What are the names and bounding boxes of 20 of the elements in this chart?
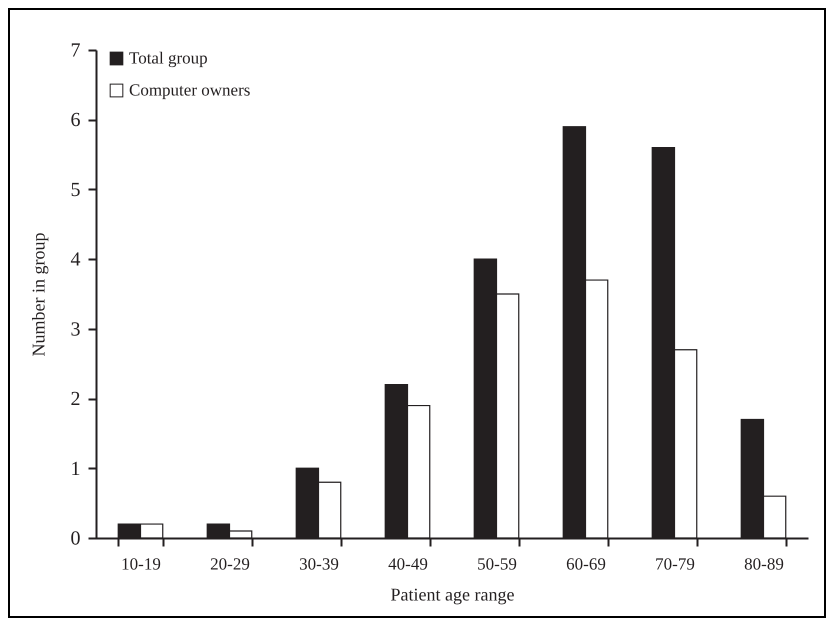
y-tick-label: 7 [70,40,80,62]
y-axis-title: Number in group [28,232,48,356]
y-tick-label: 4 [70,248,80,271]
x-tick-label: 80-89 [744,554,784,574]
x-tick-label: 40-49 [388,554,428,574]
y-tick-label: 0 [70,528,80,550]
x-tick-label: 70-79 [655,554,695,574]
x-tick-label: 20-29 [210,554,250,574]
x-tick-label: 30-39 [299,554,339,574]
y-tick-label: 5 [70,178,80,201]
legend-label: Total group [129,48,208,68]
x-axis-title: Patient age range [390,584,514,604]
legend-label: Computer owners [129,80,250,100]
x-tick-label: 50-59 [477,554,517,574]
y-tick-label: 1 [70,458,80,480]
y-tick-label: 3 [70,318,80,340]
y-tick-label: 2 [70,388,80,410]
y-tick-label: 6 [70,109,80,132]
x-tick-label: 60-69 [566,554,606,574]
x-tick-label: 10-19 [121,554,161,574]
